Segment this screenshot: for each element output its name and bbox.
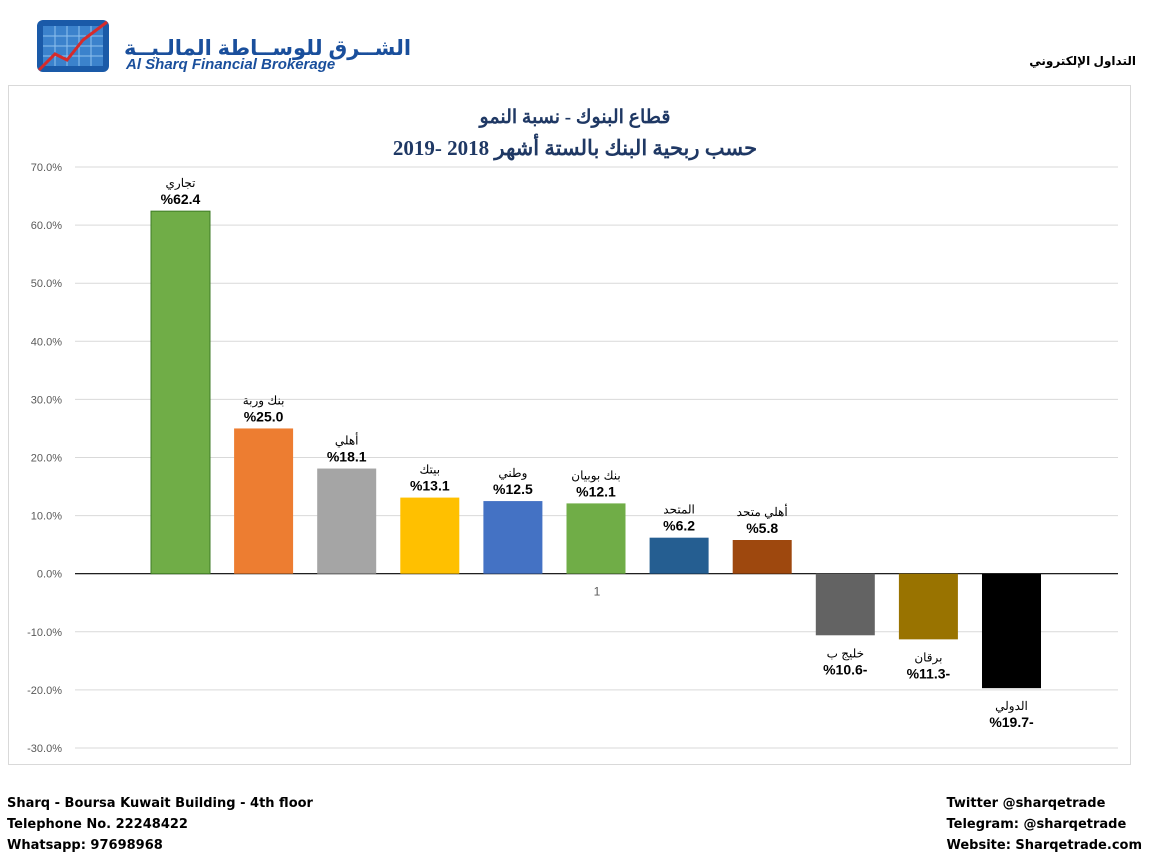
footer-website[interactable]: Website: Sharqetrade.com xyxy=(946,838,1142,853)
bar-value-label: %62.4 xyxy=(161,191,201,207)
bar-name-label: برقان xyxy=(914,650,942,664)
y-tick-label: 40.0% xyxy=(31,336,62,348)
y-tick-label: 60.0% xyxy=(31,220,62,232)
y-tick-label: -10.0% xyxy=(27,627,62,639)
y-tick-label: 20.0% xyxy=(31,453,62,465)
bar-name-label: أهلي متحد xyxy=(737,504,788,519)
bar-value-label: %12.5 xyxy=(493,481,533,497)
bar xyxy=(982,573,1041,689)
bar xyxy=(898,573,958,640)
bar-name-label: الدولي xyxy=(995,699,1028,713)
bar xyxy=(234,428,294,574)
bar-value-label: %12.1 xyxy=(576,483,616,499)
bar xyxy=(732,540,792,574)
footer-address: Sharq - Boursa Kuwait Building - 4th flo… xyxy=(7,796,313,811)
bar xyxy=(400,497,460,574)
bar-value-label: %13.1 xyxy=(410,478,450,494)
y-tick-label: 70.0% xyxy=(31,162,62,174)
bar-value-label: %10.6- xyxy=(823,661,868,677)
bar-value-label: %11.3- xyxy=(907,665,951,681)
bar-value-label: %18.1 xyxy=(327,449,367,465)
bar xyxy=(815,573,875,636)
bar xyxy=(649,537,709,574)
bar-name-label: وطني xyxy=(498,466,527,480)
data-labels: تجاري%62.4 بنك وربة%25.0 أهلي%18.1 بيتك%13.… xyxy=(161,176,1034,730)
bar-value-label: %19.7- xyxy=(989,714,1034,730)
footer-telegram[interactable]: Telegram: @sharqetrade xyxy=(946,817,1127,832)
bar-name-label: المتحد xyxy=(663,503,695,517)
bar xyxy=(483,501,543,574)
footer-social: Twitter @sharqetrade Telegram: @sharqetr… xyxy=(946,793,1142,856)
brand-english: Al Sharq Financial Brokerage xyxy=(126,56,336,73)
page-header: الشــرق للوســاطة المالـيــة Al Sharq Fi… xyxy=(0,0,1150,84)
y-tick-label: 0.0% xyxy=(37,569,62,581)
bar-name-label: بيتك xyxy=(419,463,440,477)
brand-arabic: الشــرق للوســاطة المالـيــة xyxy=(124,37,412,60)
bar-value-label: %6.2 xyxy=(663,518,695,534)
bar xyxy=(317,468,377,574)
bar-name-label: أهلي xyxy=(335,433,359,448)
chart-title: قطاع البنوك - نسبة النمو xyxy=(479,107,671,128)
footer-contact: Sharq - Boursa Kuwait Building - 4th flo… xyxy=(7,793,313,856)
bar-value-label: %5.8 xyxy=(746,520,778,536)
bar-name-label: بنك بوبيان xyxy=(571,468,620,482)
y-tick-label: 50.0% xyxy=(31,278,62,290)
bar-name-label: تجاري xyxy=(166,176,196,190)
bar-value-label: %25.0 xyxy=(244,408,284,424)
bar xyxy=(566,503,626,574)
y-tick-label: -30.0% xyxy=(27,743,62,755)
bars-group xyxy=(150,210,1041,689)
bar-name-label: خليج ب xyxy=(827,646,864,660)
footer-twitter[interactable]: Twitter @sharqetrade xyxy=(946,796,1106,811)
footer-telephone: Telephone No. 22248422 xyxy=(7,817,188,832)
y-tick-label: 10.0% xyxy=(31,511,62,523)
y-tick-label: 30.0% xyxy=(31,394,62,406)
x-category-label: 1 xyxy=(594,585,601,599)
bar xyxy=(150,210,211,575)
footer-whatsapp: Whatsapp: 97698968 xyxy=(7,838,163,853)
y-tick-label: -20.0% xyxy=(27,685,62,697)
chart-subtitle: حسب ربحية البنك بالستة أشهر 2018 -2019 xyxy=(392,136,758,160)
e-trading-label[interactable]: التداول الإلكتروني xyxy=(1029,54,1136,68)
logo-icon xyxy=(37,20,109,72)
bar-name-label: بنك وربة xyxy=(243,393,285,407)
